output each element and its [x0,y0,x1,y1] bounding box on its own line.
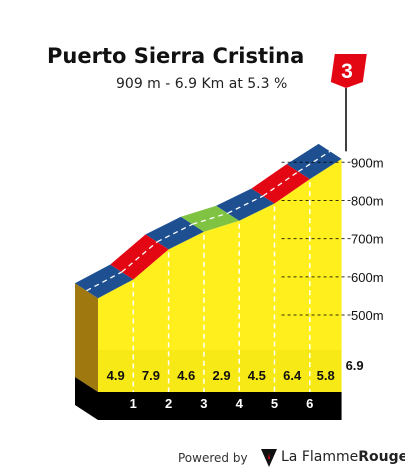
summit-flag: 3 [330,54,367,152]
footer: Powered by La FlammeRouge [178,448,405,472]
gradient-label: 4.6 [177,368,195,383]
base-side-wall [75,377,98,420]
km-label: 1 [130,396,137,411]
km-label: 4 [236,396,244,411]
summit-flag-label: 3 [341,60,353,83]
profile-face [98,158,342,420]
gradient-label: 2.9 [213,368,231,383]
strip-centerline [156,223,193,243]
gradient-label: 4.5 [248,368,266,383]
gradient-label: 4.9 [107,368,125,383]
strip-centerline [227,195,264,214]
profile-side-wall [75,283,98,420]
profile-base [98,392,342,420]
gradient-labels: 4.9 7.9 4.6 2.9 4.5 6.4 5.8 [107,368,335,383]
km-label: 6 [306,396,313,411]
altitude-tick-label: 800m [351,193,384,208]
km-label: 3 [200,396,207,411]
profile-gradient-strips [75,143,342,299]
altitude-tick-label: 700m [351,232,384,247]
altitude-tick-label: 600m [351,270,384,285]
altitude-tick-label: 900m [351,155,384,170]
km-label: 6.9 [346,358,364,373]
label-band [98,350,342,392]
gradient-label: 7.9 [142,368,160,383]
climb-title: Puerto Sierra Cristina [47,44,305,68]
strip-centerline [297,150,331,173]
gradient-strip [110,234,169,280]
strip-centerline [192,212,228,225]
powered-by-label: Powered by [178,451,248,465]
gradient-label: 5.8 [317,368,335,383]
strip-centerline [121,241,158,273]
profile-face-area [98,158,342,392]
summit-flag-banner [330,54,367,88]
altitude-tick-label: 500m [351,308,384,323]
altitude-axis: 500m 600m 700m 800m 900m [281,155,384,323]
strip-centerline [86,271,123,292]
climb-subtitle: 909 m - 6.9 Km at 5.3 % [116,76,288,92]
strip-centerline [262,171,299,197]
brand-name: La FlammeRouge [281,449,405,465]
km-label: 2 [165,396,172,411]
gradient-label: 6.4 [283,368,302,383]
km-labels: 1 2 3 4 5 6 6.9 [130,358,364,411]
km-label: 5 [271,396,278,411]
brand-logo-icon [261,449,277,467]
side-wall [75,283,98,392]
